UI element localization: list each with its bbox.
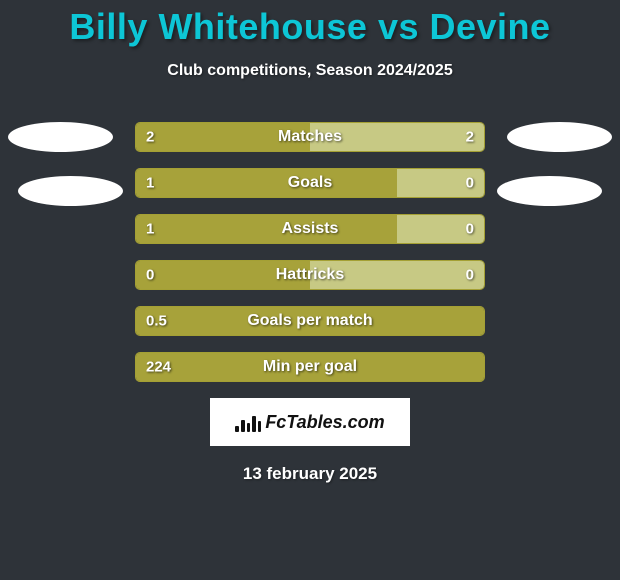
stat-bar-left [136,123,310,151]
stat-row: Goals10 [135,168,485,198]
stat-bar-left [136,353,484,381]
subtitle: Club competitions, Season 2024/2025 [0,62,620,80]
player-oval-left [18,176,123,206]
fctables-label: FcTables.com [265,412,384,433]
stat-bar-left [136,307,484,335]
stat-row: Assists10 [135,214,485,244]
stat-bar-left [136,261,310,289]
player-oval-right [507,122,612,152]
stat-row: Matches22 [135,122,485,152]
stat-bar-right [397,169,484,197]
fctables-badge: FcTables.com [210,398,410,446]
stat-row: Hattricks00 [135,260,485,290]
vs-text: vs [367,6,429,47]
stat-bar-right [310,123,484,151]
fctables-bars-icon [235,412,261,432]
stat-bar-right [397,215,484,243]
player2-name: Devine [430,6,551,47]
player-oval-left [8,122,113,152]
stats-container: Matches22 Goals10 Assists10 Hattricks00 Goal… [135,122,485,382]
stat-bar-left [136,169,397,197]
stat-bar-left [136,215,397,243]
player1-name: Billy Whitehouse [69,6,367,47]
stat-row: Min per goal224 [135,352,485,382]
date-text: 13 february 2025 [0,464,620,484]
stat-row: Goals per match0.5 [135,306,485,336]
stat-bar-right [310,261,484,289]
player-oval-right [497,176,602,206]
page-title: Billy Whitehouse vs Devine [0,0,620,48]
